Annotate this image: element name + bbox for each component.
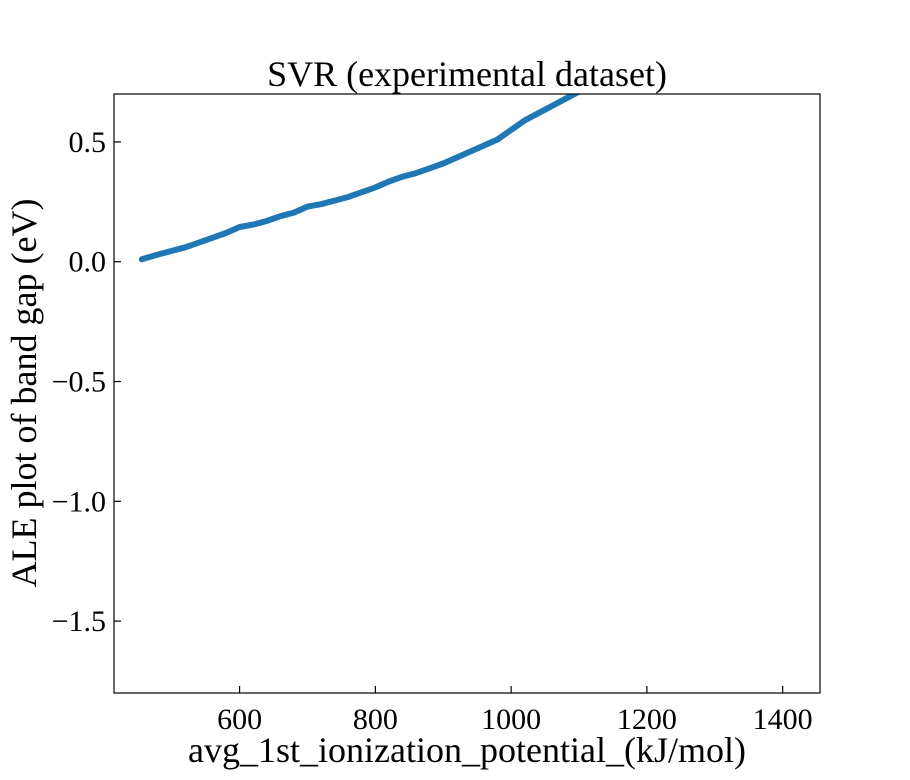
y-axis-label: ALE plot of band gap (eV) <box>4 199 44 588</box>
x-tick-label: 1200 <box>617 703 677 736</box>
y-tick-label: 0.5 <box>69 126 107 159</box>
y-axis: 0.5 0.0 −0.5 −1.0 −1.5 <box>52 126 121 638</box>
x-tick-label: 800 <box>353 703 398 736</box>
series-layer <box>138 94 581 263</box>
series-line-0 <box>138 94 581 263</box>
x-tick-label: 1000 <box>481 703 541 736</box>
y-tick-label: −1.0 <box>52 485 106 518</box>
y-tick-label: −1.5 <box>52 605 106 638</box>
y-tick-label: −0.5 <box>52 366 106 399</box>
x-axis: 600 800 1000 1200 1400 <box>217 686 813 736</box>
x-tick-label: 1400 <box>753 703 813 736</box>
plot-frame <box>113 93 821 694</box>
x-tick-label: 600 <box>217 703 262 736</box>
x-axis-label: avg_1st_ionization_potential_(kJ/mol) <box>188 730 746 770</box>
y-tick-label: 0.0 <box>69 246 107 279</box>
chart-title: SVR (experimental dataset) <box>267 54 667 94</box>
